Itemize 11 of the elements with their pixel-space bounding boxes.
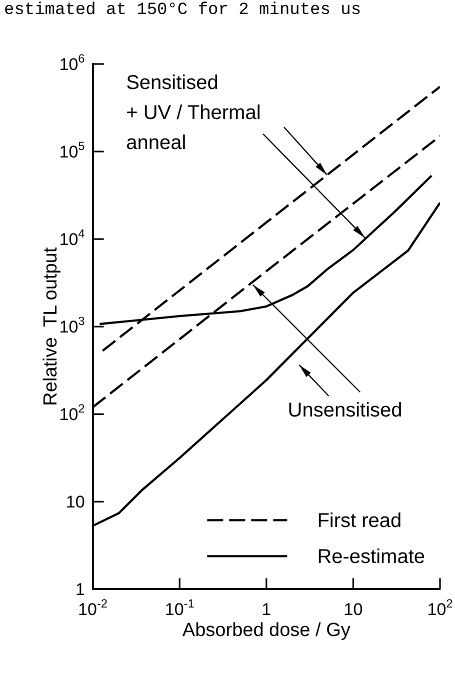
text: estimated at 150°C for 2 minutes us (4, 1, 362, 20)
y-tick-label: 1 (75, 580, 85, 600)
x-tick-label: 10 (344, 600, 363, 620)
legend-label: First read (317, 510, 402, 532)
annotation: Unsensitised (288, 399, 402, 422)
y-axis-title: Relative TL output (40, 246, 62, 406)
legend-label: Re-estimate (317, 546, 425, 568)
x-axis-title: Absorbed dose / Gy (182, 620, 351, 641)
x-tick-label: 1 (262, 600, 272, 620)
y-tick-label: 10 (66, 492, 85, 512)
annotation: Sensitised + UV / Thermal anneal (126, 72, 261, 154)
